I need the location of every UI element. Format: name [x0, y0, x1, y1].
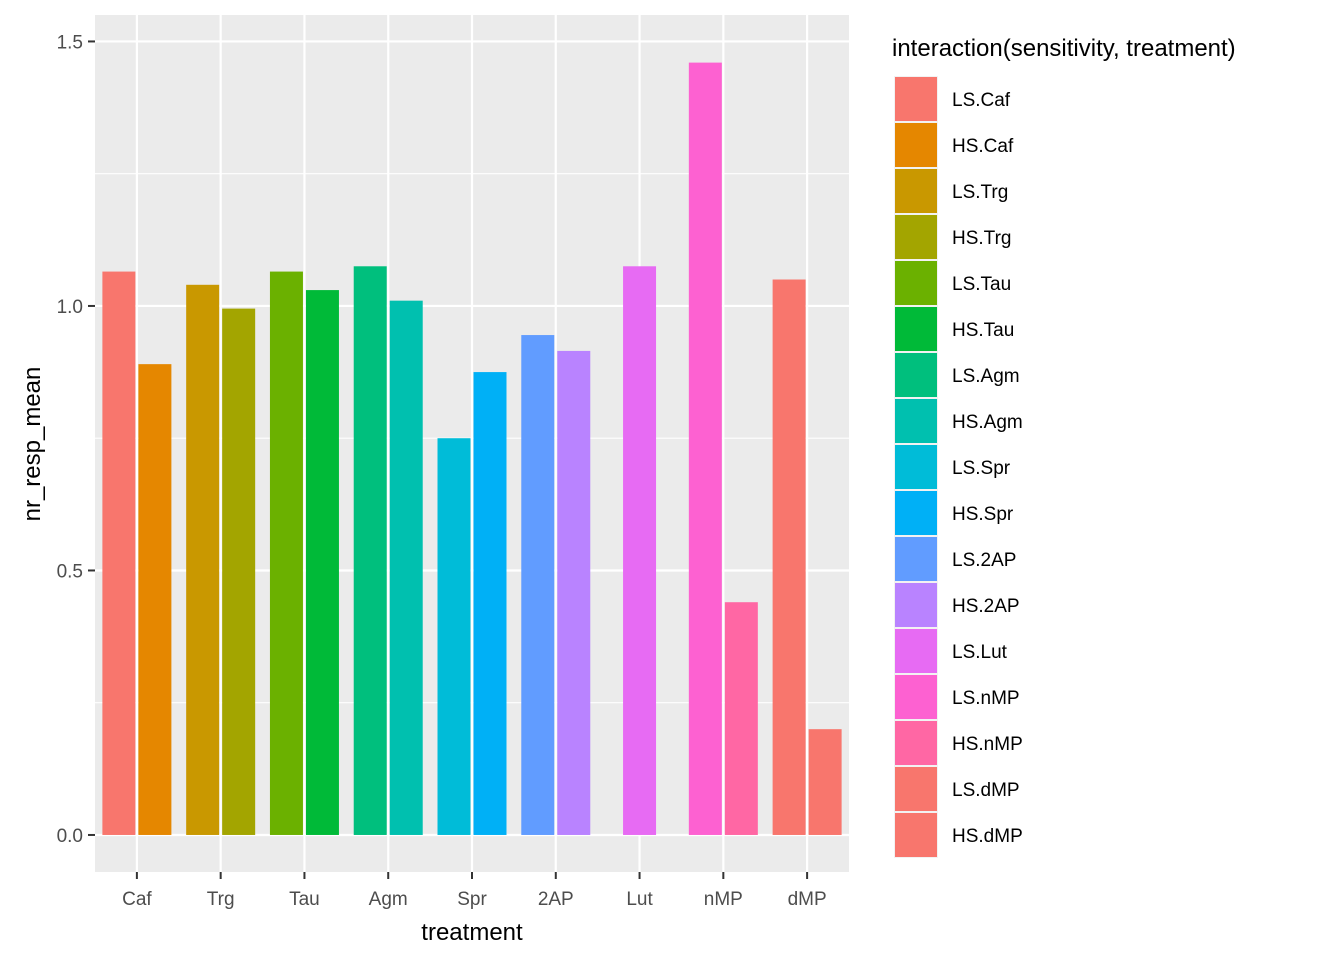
legend-swatch: [895, 399, 937, 443]
bar-hs-nmp: [724, 602, 758, 835]
y-tick-label: 0.0: [57, 826, 83, 847]
legend-label: HS.nMP: [952, 734, 1023, 755]
legend-label: LS.Caf: [952, 90, 1011, 111]
legend-label: HS.Tau: [952, 320, 1014, 341]
x-tick-label: nMP: [704, 889, 743, 910]
x-tick-label: dMP: [788, 889, 827, 910]
bar-hs-dmp: [808, 729, 842, 835]
bar-ls-2ap: [521, 335, 555, 835]
x-tick-label: Caf: [122, 889, 152, 910]
legend-swatch: [895, 445, 937, 489]
legend-label: HS.Trg: [952, 228, 1011, 249]
legend-swatch: [895, 767, 937, 811]
x-tick-label: Agm: [369, 889, 408, 910]
legend-label: LS.nMP: [952, 688, 1020, 709]
legend-label: HS.dMP: [952, 826, 1023, 847]
y-axis-title: nr_resp_mean: [19, 367, 46, 522]
legend-label: LS.dMP: [952, 780, 1020, 801]
legend-swatch: [895, 307, 937, 351]
bar-hs-caf: [138, 364, 172, 835]
x-tick-label: Trg: [207, 889, 235, 910]
legend-swatch: [895, 353, 937, 397]
bar-ls-lut: [623, 266, 657, 835]
legend-label: HS.2AP: [952, 596, 1020, 617]
x-tick-label: 2AP: [538, 889, 574, 910]
legend-label: LS.Spr: [952, 458, 1011, 479]
bar-ls-trg: [186, 284, 220, 835]
legend-label: LS.Trg: [952, 182, 1008, 203]
legend-swatch: [895, 261, 937, 305]
bar-ls-tau: [269, 271, 303, 835]
x-tick-label: Lut: [626, 889, 653, 910]
bar-hs-2ap: [557, 350, 591, 835]
bar-hs-spr: [473, 372, 507, 835]
bar-ls-agm: [353, 266, 387, 835]
legend-swatch: [895, 721, 937, 765]
legend-label: LS.Tau: [952, 274, 1011, 295]
legend-title: interaction(sensitivity, treatment): [892, 35, 1236, 62]
legend-swatch: [895, 215, 937, 259]
bar-ls-spr: [437, 438, 471, 835]
x-tick-label: Spr: [457, 889, 487, 910]
y-tick-label: 1.0: [57, 297, 83, 318]
x-axis-title: treatment: [421, 919, 523, 946]
legend-label: LS.2AP: [952, 550, 1016, 571]
legend-swatch: [895, 813, 937, 857]
bar-ls-caf: [102, 271, 136, 835]
legend-swatch: [895, 123, 937, 167]
bar-ls-nmp: [688, 62, 722, 835]
bar-hs-agm: [389, 300, 423, 835]
legend-swatch: [895, 629, 937, 673]
x-tick-label: Tau: [289, 889, 320, 910]
legend-swatch: [895, 77, 937, 121]
bar-hs-trg: [222, 308, 256, 835]
legend: interaction(sensitivity, treatment) LS.C…: [892, 35, 1236, 858]
bar-ls-dmp: [772, 279, 806, 835]
legend-label: LS.Lut: [952, 642, 1008, 663]
y-tick-label: 0.5: [57, 561, 83, 582]
legend-swatch: [895, 491, 937, 535]
legend-label: LS.Agm: [952, 366, 1020, 387]
legend-label: HS.Caf: [952, 136, 1014, 157]
legend-label: HS.Spr: [952, 504, 1014, 525]
bars: [102, 62, 842, 835]
x-axis: Caf Trg Tau Agm Spr 2AP Lut nMP dMP: [122, 872, 827, 910]
legend-swatch: [895, 537, 937, 581]
legend-swatch: [895, 583, 937, 627]
bar-hs-tau: [305, 290, 339, 835]
y-tick-label: 1.5: [57, 32, 83, 53]
legend-swatch: [895, 169, 937, 213]
legend-swatch: [895, 675, 937, 719]
legend-label: HS.Agm: [952, 412, 1023, 433]
y-axis: 0.0 0.5 1.0 1.5: [57, 32, 95, 847]
